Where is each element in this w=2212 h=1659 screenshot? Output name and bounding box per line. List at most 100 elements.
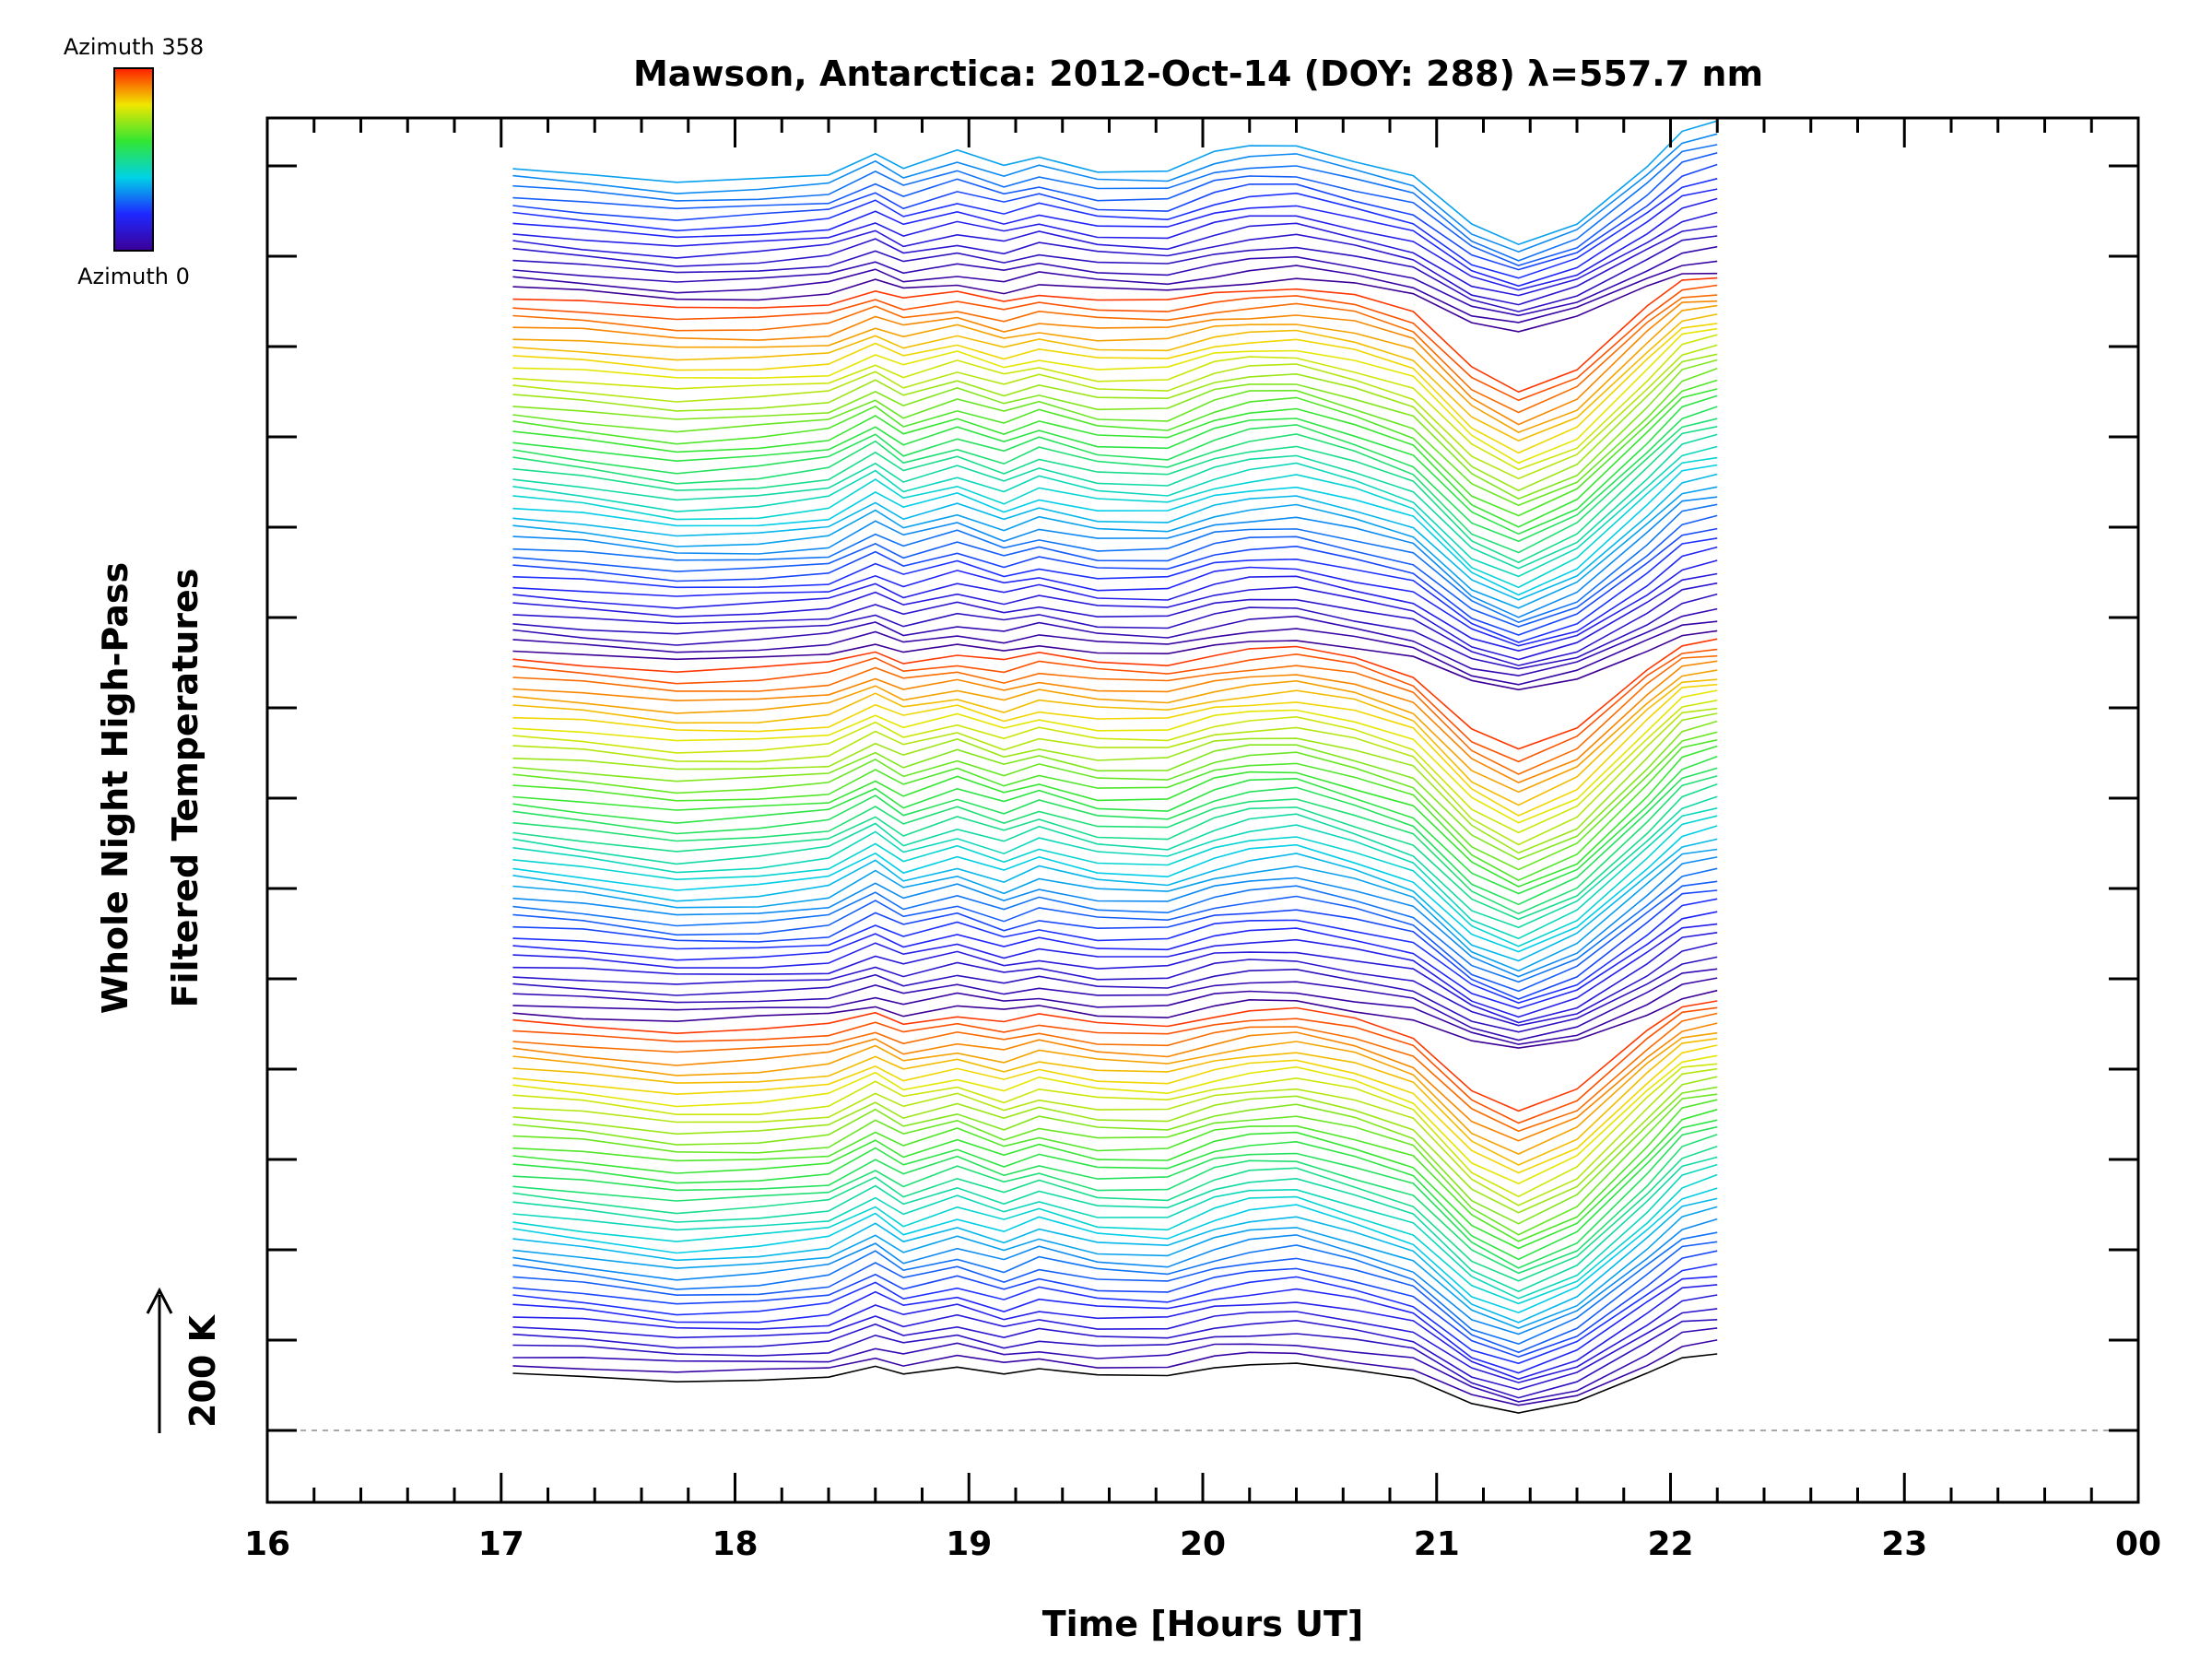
- series-line: [512, 654, 1718, 775]
- colorbar-top-label: Azimuth 358: [64, 34, 204, 60]
- series-line: [512, 1241, 1718, 1354]
- y-axis-label-line-1: Whole Night High-Pass: [95, 562, 135, 1014]
- series-line: [512, 1339, 1718, 1406]
- series-line: [512, 638, 1718, 750]
- plot-frame: [265, 116, 2140, 1504]
- colorbar-bottom-label: Azimuth 0: [77, 264, 190, 289]
- series-line: [512, 344, 1718, 480]
- ticks-group: [265, 118, 2140, 1502]
- series-line: [512, 284, 1718, 402]
- series-line: [512, 889, 1718, 1000]
- series-line: [512, 496, 1718, 618]
- series-line: [512, 825, 1718, 953]
- x-axis-label: Time [Hours UT]: [1042, 1604, 1364, 1644]
- series-line: [512, 1119, 1718, 1261]
- series-line: [512, 707, 1718, 846]
- series-line: [512, 867, 1718, 983]
- series-line: [512, 848, 1718, 972]
- series-line: [512, 503, 1718, 624]
- series-line: [512, 1173, 1718, 1305]
- series-line: [512, 245, 1718, 317]
- series-line: [512, 1187, 1718, 1314]
- series-line: [512, 629, 1718, 691]
- series-line: [512, 1109, 1718, 1250]
- series-line: [512, 445, 1718, 578]
- series-line: [512, 367, 1718, 507]
- series-line: [512, 678, 1718, 806]
- series-line: [512, 1319, 1718, 1399]
- series-line: [512, 514, 1718, 628]
- series-line: [512, 388, 1718, 528]
- series-line: [512, 1353, 1718, 1414]
- series-line: [512, 1063, 1718, 1198]
- y-axis-label-line-2: Filtered Temperatures: [165, 569, 206, 1008]
- series-line: [512, 1125, 1718, 1269]
- series-line: [512, 379, 1718, 517]
- series-line: [512, 537, 1718, 643]
- series-line: [512, 211, 1718, 297]
- series-line: [512, 197, 1718, 291]
- series-line: [512, 898, 1718, 1004]
- x-tick-label: 17: [478, 1525, 524, 1563]
- series-line: [512, 1197, 1718, 1324]
- series-line: [512, 313, 1718, 442]
- series-line: [512, 473, 1718, 601]
- x-tick-label: 23: [1881, 1525, 1927, 1563]
- series-line: [512, 720, 1718, 861]
- series-line: [512, 456, 1718, 589]
- series-line: [512, 327, 1718, 465]
- series-line: [512, 1076, 1718, 1214]
- series-line: [512, 620, 1718, 686]
- series-line: [512, 225, 1718, 306]
- series-line: [512, 235, 1718, 312]
- series-line: [512, 178, 1718, 279]
- series-line: [512, 1093, 1718, 1236]
- series-line: [512, 815, 1718, 947]
- series-line: [512, 1308, 1718, 1391]
- chart-title: Mawson, Antarctica: 2012-Oct-14 (DOY: 28…: [633, 53, 1763, 94]
- series-line: [512, 276, 1718, 394]
- x-tick-label: 16: [244, 1525, 290, 1563]
- colorbar-gradient: [113, 67, 154, 252]
- series-line: [512, 486, 1718, 609]
- series-line: [512, 880, 1718, 993]
- series-line: [512, 1218, 1718, 1335]
- x-tick-label: 22: [1647, 1525, 1693, 1563]
- series-line: [512, 1022, 1718, 1142]
- series-line: [512, 807, 1718, 940]
- series-line: [512, 1163, 1718, 1300]
- series-line: [512, 406, 1718, 543]
- series-line: [512, 756, 1718, 895]
- series-line: [512, 683, 1718, 817]
- series-line: [512, 426, 1718, 564]
- series-line: [512, 304, 1718, 433]
- x-tick-labels: 16 17 18 19 20 21 22 23 00: [244, 1525, 2161, 1563]
- series-line: [512, 669, 1718, 794]
- series-line: [512, 527, 1718, 636]
- series-line: [512, 1000, 1718, 1112]
- series-line: [512, 1250, 1718, 1359]
- series-line: [512, 1231, 1718, 1346]
- series-line: [512, 464, 1718, 596]
- series-line: [512, 433, 1718, 570]
- series-line: [512, 607, 1718, 677]
- x-tick-label: 00: [2115, 1525, 2161, 1563]
- series-line: [512, 1031, 1718, 1155]
- series-line: [512, 1263, 1718, 1365]
- y-axis-label: Whole Night High-Pass Filtered Temperatu…: [95, 562, 206, 1014]
- series-line: [512, 1276, 1718, 1374]
- series-line: [512, 689, 1718, 824]
- series-line: [512, 1067, 1718, 1206]
- series-line: [512, 838, 1718, 962]
- series-line: [512, 334, 1718, 471]
- series-line: [512, 775, 1718, 915]
- series-line: [512, 739, 1718, 881]
- series-line: [512, 163, 1718, 271]
- x-tick-label: 21: [1414, 1525, 1460, 1563]
- series-line: [512, 294, 1718, 414]
- series-line: [512, 1284, 1718, 1381]
- series-line: [512, 1006, 1718, 1124]
- series-line: [512, 956, 1718, 1033]
- series-line: [512, 559, 1718, 653]
